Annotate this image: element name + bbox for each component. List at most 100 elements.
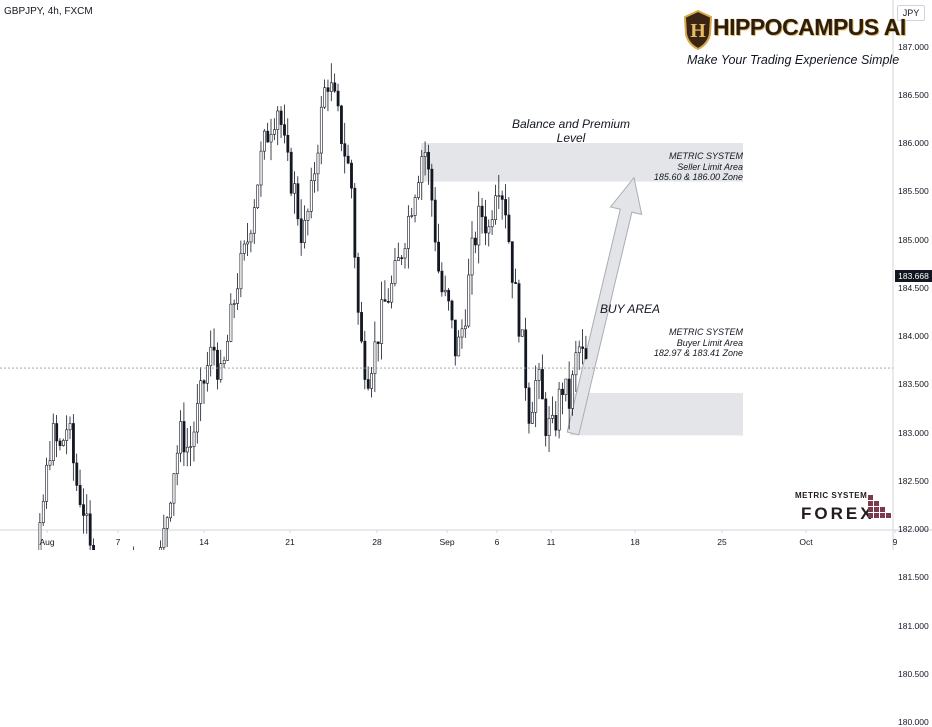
candle-down [386, 301, 390, 303]
candle-up [309, 180, 313, 212]
candle-up [534, 380, 538, 413]
x-tick-label: Oct [799, 537, 813, 547]
candle-down [72, 423, 75, 464]
y-tick-label: 182.000 [898, 524, 929, 534]
candle-up [196, 403, 199, 433]
candle-down [437, 241, 441, 272]
candle-down [82, 504, 85, 516]
forex-text: FOREX [801, 504, 875, 523]
candle-down [212, 346, 216, 351]
candle-down [283, 124, 286, 136]
candle-up [574, 352, 578, 376]
candle-up [159, 547, 162, 550]
candle-up [236, 288, 240, 304]
candle-down [447, 289, 451, 302]
candle-down [440, 270, 444, 293]
candle-down [541, 369, 544, 400]
bars-logo-icon [868, 495, 891, 518]
candle-up [370, 373, 374, 389]
candle-up [420, 156, 424, 184]
candle-up [380, 299, 384, 344]
candle-down [279, 110, 283, 125]
seller-note-line: METRIC SYSTEM [668, 151, 743, 161]
candle-down [524, 329, 528, 389]
y-tick-label: 184.500 [898, 282, 929, 293]
candle-down [296, 183, 300, 220]
candle-down [286, 134, 290, 153]
candle-down [88, 513, 92, 546]
candle-up [303, 220, 307, 243]
candle-down [363, 340, 367, 380]
x-tick-label: 6 [494, 537, 500, 547]
hippocampus-logo: H HIPPOCAMPUS AI [683, 8, 906, 54]
x-tick-label: 25 [717, 537, 727, 547]
candle-down [350, 162, 353, 189]
current-price-label: 183.668 [895, 270, 932, 282]
buy-zone-label: BUY AREA [600, 302, 661, 316]
candle-up [316, 152, 320, 175]
candle-up [192, 431, 196, 447]
candle-up [175, 452, 179, 475]
candle-up [564, 378, 568, 396]
candle-up [497, 195, 501, 197]
price-chart[interactable] [0, 0, 932, 550]
candle-down [343, 143, 347, 157]
candle-up [246, 241, 250, 245]
candle-up [41, 501, 45, 523]
y-tick-label: 180.500 [898, 668, 929, 679]
candle-up [209, 346, 213, 367]
y-tick-label: 185.000 [898, 234, 929, 245]
candle-up [259, 150, 263, 186]
candle-up [45, 464, 49, 502]
candle-up [319, 106, 323, 154]
candle-down [182, 421, 186, 453]
axis-tick-marks [46, 530, 896, 533]
y-tick-label: 180.000 [898, 717, 929, 727]
candle-up [232, 303, 236, 305]
buyer-note-line: 182.97 & 183.41 Zone [653, 348, 743, 358]
seller-note-line: 185.60 & 186.00 Zone [653, 172, 743, 182]
candles-layer [38, 63, 588, 550]
candle-up [457, 336, 461, 357]
candle-down [517, 283, 521, 337]
premium-zone-label-text: Balance and Premium Level [511, 117, 631, 145]
candle-up [252, 207, 256, 234]
projection-arrow-shape [566, 176, 643, 436]
candle-down [366, 379, 370, 389]
candle-down [554, 415, 558, 431]
candle-up [530, 412, 534, 424]
x-tick-label: Aug [39, 537, 55, 547]
candle-down [376, 341, 380, 344]
candle-down [430, 168, 434, 201]
candle-up [179, 421, 183, 454]
candle-up [165, 517, 169, 529]
candle-up [249, 232, 253, 243]
candle-down [58, 440, 62, 446]
candle-up [169, 502, 173, 519]
symbol-title[interactable]: GBPJPY, 4h, FXCM [4, 6, 93, 17]
currency-badge[interactable]: JPY [897, 5, 925, 21]
candle-up [443, 289, 447, 293]
y-tick-label: 181.000 [898, 620, 929, 631]
candle-down [561, 388, 564, 396]
candle-down [504, 199, 508, 216]
candle-up [262, 130, 266, 152]
candle-up [557, 388, 561, 431]
buyer-note-line: Buyer Limit Area [676, 337, 743, 348]
candle-down [356, 256, 360, 313]
candle-down [333, 82, 337, 92]
seller-zone [421, 143, 743, 182]
candle-up [547, 418, 551, 436]
y-tick-label: 186.500 [898, 89, 929, 100]
candle-up [329, 82, 333, 92]
candle-up [396, 257, 400, 261]
candle-up [537, 369, 541, 381]
candle-down [266, 130, 270, 143]
metric-system-text: METRIC SYSTEM [795, 491, 868, 500]
y-tick-label: 185.500 [898, 186, 929, 197]
candle-up [467, 274, 471, 327]
candle-down [360, 312, 363, 342]
candle-up [38, 522, 42, 550]
candle-up [48, 460, 52, 466]
candle-up [410, 215, 414, 217]
